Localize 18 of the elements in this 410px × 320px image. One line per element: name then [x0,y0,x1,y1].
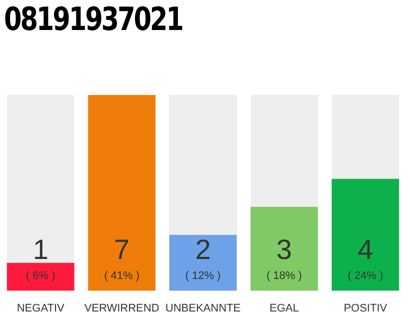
annotation: ( 18% ) [266,270,302,282]
x-tick-label: POSITIV [344,302,388,314]
x-tick-label: EGAL [270,302,299,314]
data-label: 1 [32,234,48,265]
data-label: 4 [358,234,374,265]
data-label: 3 [276,234,292,265]
x-tick-label: VERWIRREND [84,302,160,314]
x-tick-label: NEGATIV [16,302,65,314]
annotation: ( 12% ) [185,270,221,282]
bar [169,234,237,291]
annotation: ( 6% ) [26,270,56,282]
x-tick-label: UNBEKANNTE [165,302,241,314]
data-label: 7 [114,234,130,265]
annotation: ( 41% ) [104,270,140,282]
annotation: ( 24% ) [348,270,384,282]
chart-title: 08191937021 [4,0,182,38]
data-label: 2 [195,234,211,265]
bar [6,262,74,291]
